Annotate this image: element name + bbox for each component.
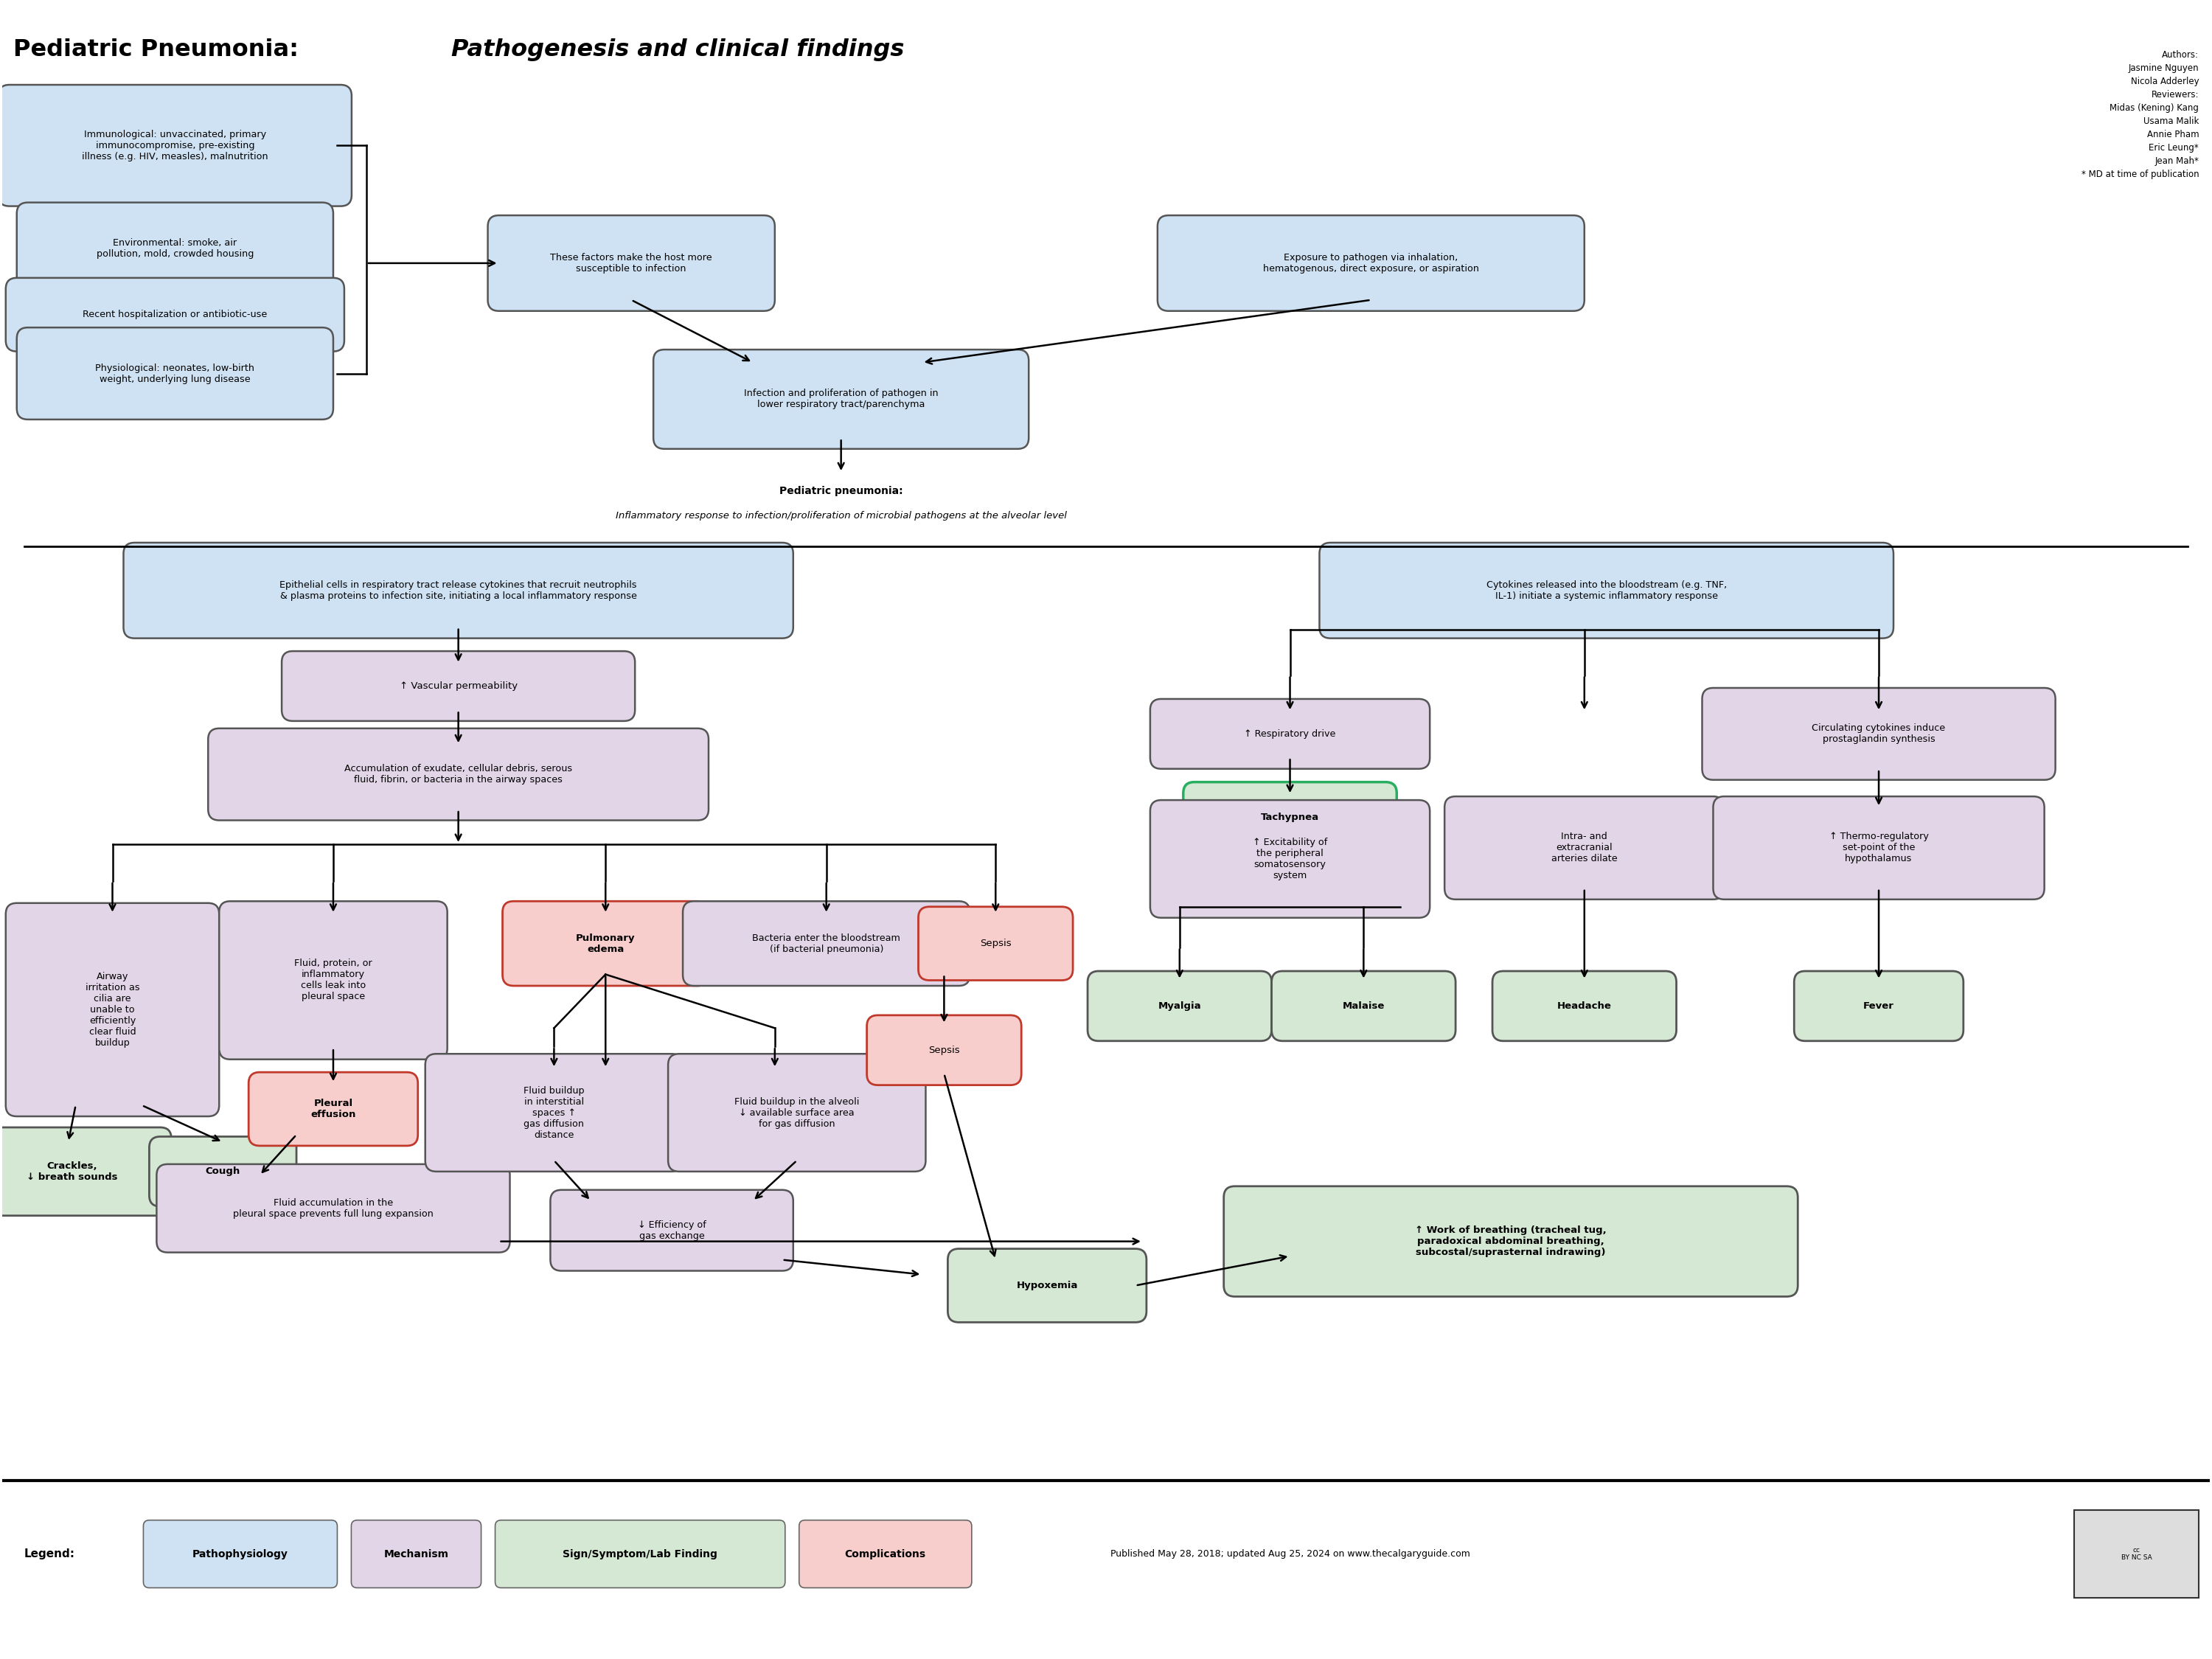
Text: Authors:
Jasmine Nguyen
Nicola Adderley
Reviewers:
Midas (Kening) Kang
Usama Mal: Authors: Jasmine Nguyen Nicola Adderley … <box>2081 50 2199 179</box>
Text: Sepsis: Sepsis <box>980 939 1011 949</box>
Text: Fluid accumulation in the
pleural space prevents full lung expansion: Fluid accumulation in the pleural space … <box>232 1198 434 1219</box>
FancyBboxPatch shape <box>684 901 969 985</box>
FancyBboxPatch shape <box>799 1520 971 1588</box>
Text: Pulmonary
edema: Pulmonary edema <box>575 932 635 954</box>
Text: Immunological: unvaccinated, primary
immunocompromise, pre-existing
illness (e.g: Immunological: unvaccinated, primary imm… <box>82 129 268 161</box>
FancyBboxPatch shape <box>1183 781 1396 853</box>
Text: Fluid, protein, or
inflammatory
cells leak into
pleural space: Fluid, protein, or inflammatory cells le… <box>294 959 372 1002</box>
FancyBboxPatch shape <box>1712 796 2044 899</box>
FancyBboxPatch shape <box>2075 1510 2199 1598</box>
FancyBboxPatch shape <box>1794 971 1964 1040</box>
Text: Legend:: Legend: <box>24 1548 75 1559</box>
Text: Mechanism: Mechanism <box>383 1550 449 1559</box>
Text: Pediatric Pneumonia:: Pediatric Pneumonia: <box>13 38 307 61</box>
Text: ↑ Excitability of
the peripheral
somatosensory
system: ↑ Excitability of the peripheral somatos… <box>1252 838 1327 881</box>
Text: Fluid buildup
in interstitial
spaces ↑
gas diffusion
distance: Fluid buildup in interstitial spaces ↑ g… <box>524 1085 584 1140</box>
FancyBboxPatch shape <box>208 728 708 820</box>
Text: cc
BY NC SA: cc BY NC SA <box>2121 1546 2152 1561</box>
FancyBboxPatch shape <box>18 202 334 294</box>
FancyBboxPatch shape <box>219 901 447 1060</box>
Text: Airway
irritation as
cilia are
unable to
efficiently
clear fluid
buildup: Airway irritation as cilia are unable to… <box>86 972 139 1048</box>
FancyBboxPatch shape <box>1318 542 1893 639</box>
Text: Complications: Complications <box>845 1550 927 1559</box>
FancyBboxPatch shape <box>248 1072 418 1146</box>
FancyBboxPatch shape <box>1444 796 1723 899</box>
FancyBboxPatch shape <box>1150 698 1429 768</box>
FancyBboxPatch shape <box>653 350 1029 450</box>
Text: Fever: Fever <box>1863 1002 1893 1010</box>
FancyBboxPatch shape <box>867 1015 1022 1085</box>
FancyBboxPatch shape <box>7 902 219 1117</box>
Text: Pleural
effusion: Pleural effusion <box>310 1098 356 1120</box>
Text: Epithelial cells in respiratory tract release cytokines that recruit neutrophils: Epithelial cells in respiratory tract re… <box>279 581 637 601</box>
Text: Pathogenesis and clinical findings: Pathogenesis and clinical findings <box>451 38 905 61</box>
Text: Accumulation of exudate, cellular debris, serous
fluid, fibrin, or bacteria in t: Accumulation of exudate, cellular debris… <box>345 765 573 785</box>
Text: Circulating cytokines induce
prostaglandin synthesis: Circulating cytokines induce prostagland… <box>1812 723 1947 745</box>
FancyBboxPatch shape <box>918 907 1073 980</box>
FancyBboxPatch shape <box>0 1128 170 1216</box>
FancyBboxPatch shape <box>7 277 345 352</box>
FancyBboxPatch shape <box>425 1053 684 1171</box>
Text: Myalgia: Myalgia <box>1159 1002 1201 1010</box>
Text: Recent hospitalization or antibiotic-use: Recent hospitalization or antibiotic-use <box>82 310 268 320</box>
FancyBboxPatch shape <box>124 542 794 639</box>
FancyBboxPatch shape <box>1223 1186 1798 1297</box>
Text: ↑ Respiratory drive: ↑ Respiratory drive <box>1243 728 1336 738</box>
FancyBboxPatch shape <box>157 1165 509 1253</box>
FancyBboxPatch shape <box>502 901 708 985</box>
FancyBboxPatch shape <box>1703 688 2055 780</box>
Text: Hypoxemia: Hypoxemia <box>1015 1281 1077 1291</box>
Text: These factors make the host more
susceptible to infection: These factors make the host more suscept… <box>551 252 712 274</box>
FancyBboxPatch shape <box>144 1520 336 1588</box>
Text: Exposure to pathogen via inhalation,
hematogenous, direct exposure, or aspiratio: Exposure to pathogen via inhalation, hem… <box>1263 252 1480 274</box>
Text: Pathophysiology: Pathophysiology <box>192 1550 288 1559</box>
Text: Physiological: neonates, low-birth
weight, underlying lung disease: Physiological: neonates, low-birth weigh… <box>95 363 254 383</box>
FancyBboxPatch shape <box>148 1136 296 1206</box>
FancyBboxPatch shape <box>489 216 774 310</box>
FancyBboxPatch shape <box>0 85 352 206</box>
Text: Fluid buildup in the alveoli
↓ available surface area
for gas diffusion: Fluid buildup in the alveoli ↓ available… <box>734 1097 858 1128</box>
Text: Sepsis: Sepsis <box>929 1045 960 1055</box>
FancyBboxPatch shape <box>1150 800 1429 917</box>
Text: Bacteria enter the bloodstream
(if bacterial pneumonia): Bacteria enter the bloodstream (if bacte… <box>752 932 900 954</box>
FancyBboxPatch shape <box>1272 971 1455 1040</box>
FancyBboxPatch shape <box>1088 971 1272 1040</box>
FancyBboxPatch shape <box>352 1520 482 1588</box>
Text: ↑ Work of breathing (tracheal tug,
paradoxical abdominal breathing,
subcostal/su: ↑ Work of breathing (tracheal tug, parad… <box>1416 1226 1606 1258</box>
FancyBboxPatch shape <box>495 1520 785 1588</box>
Text: Inflammatory response to infection/proliferation of microbial pathogens at the a: Inflammatory response to infection/proli… <box>615 511 1066 521</box>
Text: Environmental: smoke, air
pollution, mold, crowded housing: Environmental: smoke, air pollution, mol… <box>97 239 254 259</box>
FancyBboxPatch shape <box>1493 971 1677 1040</box>
Text: Infection and proliferation of pathogen in
lower respiratory tract/parenchyma: Infection and proliferation of pathogen … <box>743 388 938 410</box>
Text: Headache: Headache <box>1557 1002 1613 1010</box>
FancyBboxPatch shape <box>668 1053 925 1171</box>
FancyBboxPatch shape <box>1157 216 1584 310</box>
Text: ↑ Thermo-regulatory
set-point of the
hypothalamus: ↑ Thermo-regulatory set-point of the hyp… <box>1829 833 1929 864</box>
Text: Intra- and
extracranial
arteries dilate: Intra- and extracranial arteries dilate <box>1551 833 1617 864</box>
FancyBboxPatch shape <box>947 1249 1146 1322</box>
Text: Cough: Cough <box>206 1166 241 1176</box>
Text: Malaise: Malaise <box>1343 1002 1385 1010</box>
FancyBboxPatch shape <box>281 650 635 722</box>
Text: Sign/Symptom/Lab Finding: Sign/Symptom/Lab Finding <box>562 1550 717 1559</box>
Text: Tachypnea: Tachypnea <box>1261 813 1318 821</box>
Text: ↓ Efficiency of
gas exchange: ↓ Efficiency of gas exchange <box>637 1219 706 1241</box>
Text: ↑ Vascular permeability: ↑ Vascular permeability <box>400 682 518 690</box>
Text: Cytokines released into the bloodstream (e.g. TNF,
IL-1) initiate a systemic inf: Cytokines released into the bloodstream … <box>1486 581 1728 601</box>
Text: Published May 28, 2018; updated Aug 25, 2024 on www.thecalgaryguide.com: Published May 28, 2018; updated Aug 25, … <box>1110 1550 1469 1559</box>
Text: Pediatric pneumonia:: Pediatric pneumonia: <box>779 486 902 496</box>
Text: Crackles,
↓ breath sounds: Crackles, ↓ breath sounds <box>27 1161 117 1181</box>
FancyBboxPatch shape <box>18 327 334 420</box>
FancyBboxPatch shape <box>551 1190 794 1271</box>
